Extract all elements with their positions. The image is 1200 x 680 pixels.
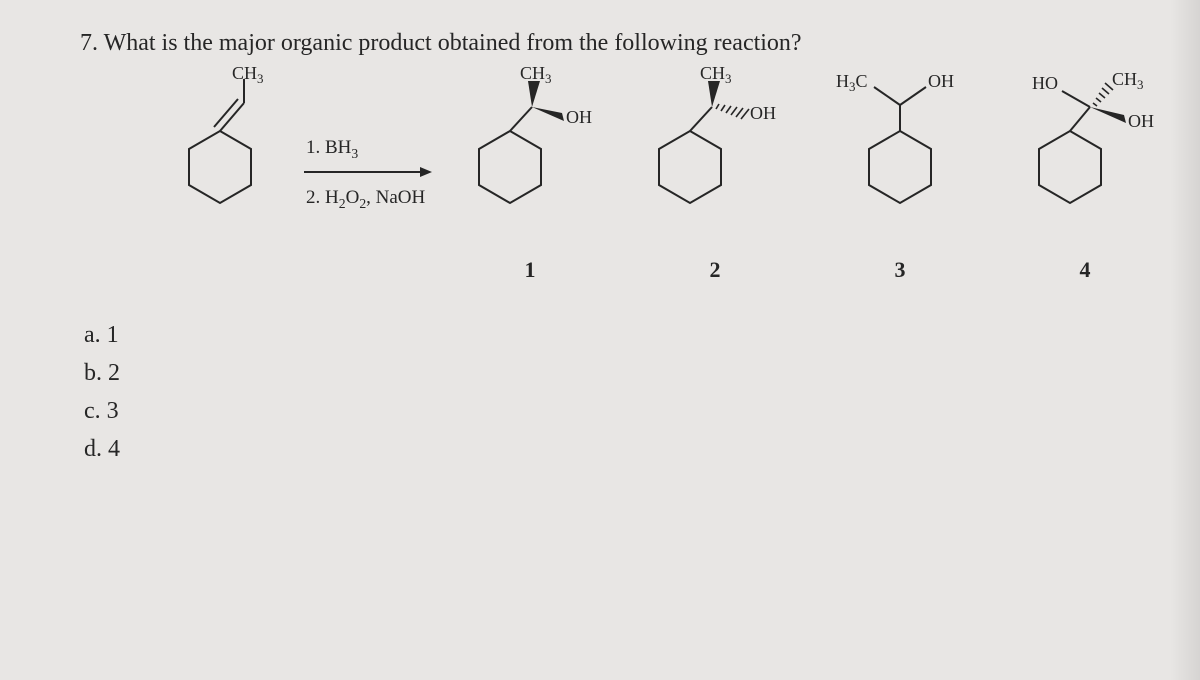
answer-d: d. 4 <box>84 431 1120 467</box>
product-2: CH3 OH 2 <box>620 67 810 283</box>
product-3-svg: H3C OH <box>810 67 990 247</box>
svg-text:OH: OH <box>928 71 954 91</box>
reaction-figure: CH3 1. BH3 2. H2O2, NaOH <box>80 67 1120 283</box>
svg-text:CH3: CH3 <box>232 67 264 86</box>
question-number: 7. <box>80 30 98 56</box>
product-4: HO CH3 OH 4 <box>990 67 1180 283</box>
product-2-svg: CH3 OH <box>620 67 810 247</box>
svg-text:CH3: CH3 <box>1112 69 1144 92</box>
svg-text:H3C: H3C <box>836 71 868 94</box>
answer-b: b. 2 <box>84 355 1120 391</box>
question-body: What is the major organic product obtain… <box>104 30 802 56</box>
product-4-svg: HO CH3 OH <box>990 67 1180 247</box>
reaction-arrow-block: 1. BH3 2. H2O2, NaOH <box>300 67 440 212</box>
answer-c: c. 3 <box>84 393 1120 429</box>
svg-text:HO: HO <box>1032 73 1058 93</box>
starting-material-svg: CH3 <box>140 67 300 247</box>
svg-text:OH: OH <box>750 103 776 123</box>
svg-text:OH: OH <box>1128 111 1154 131</box>
product-1: CH3 OH 1 <box>440 67 620 283</box>
product-3: H3C OH 3 <box>810 67 990 283</box>
answer-a: a. 1 <box>84 317 1120 353</box>
starting-material: CH3 <box>140 67 300 247</box>
reagent-line-2: 2. H2O2, NaOH <box>300 187 440 212</box>
product-4-label: 4 <box>990 257 1180 283</box>
svg-text:OH: OH <box>566 107 592 127</box>
product-1-svg: CH3 OH <box>440 67 620 247</box>
product-2-label: 2 <box>620 257 810 283</box>
reagent-line-1: 1. BH3 <box>300 137 440 162</box>
arrow-icon <box>300 162 440 182</box>
answer-choices: a. 1 b. 2 c. 3 d. 4 <box>80 317 1120 467</box>
product-1-label: 1 <box>440 257 620 283</box>
page-edge-shadow <box>1170 0 1200 680</box>
product-3-label: 3 <box>810 257 990 283</box>
question-text: 7. What is the major organic product obt… <box>80 30 1120 57</box>
